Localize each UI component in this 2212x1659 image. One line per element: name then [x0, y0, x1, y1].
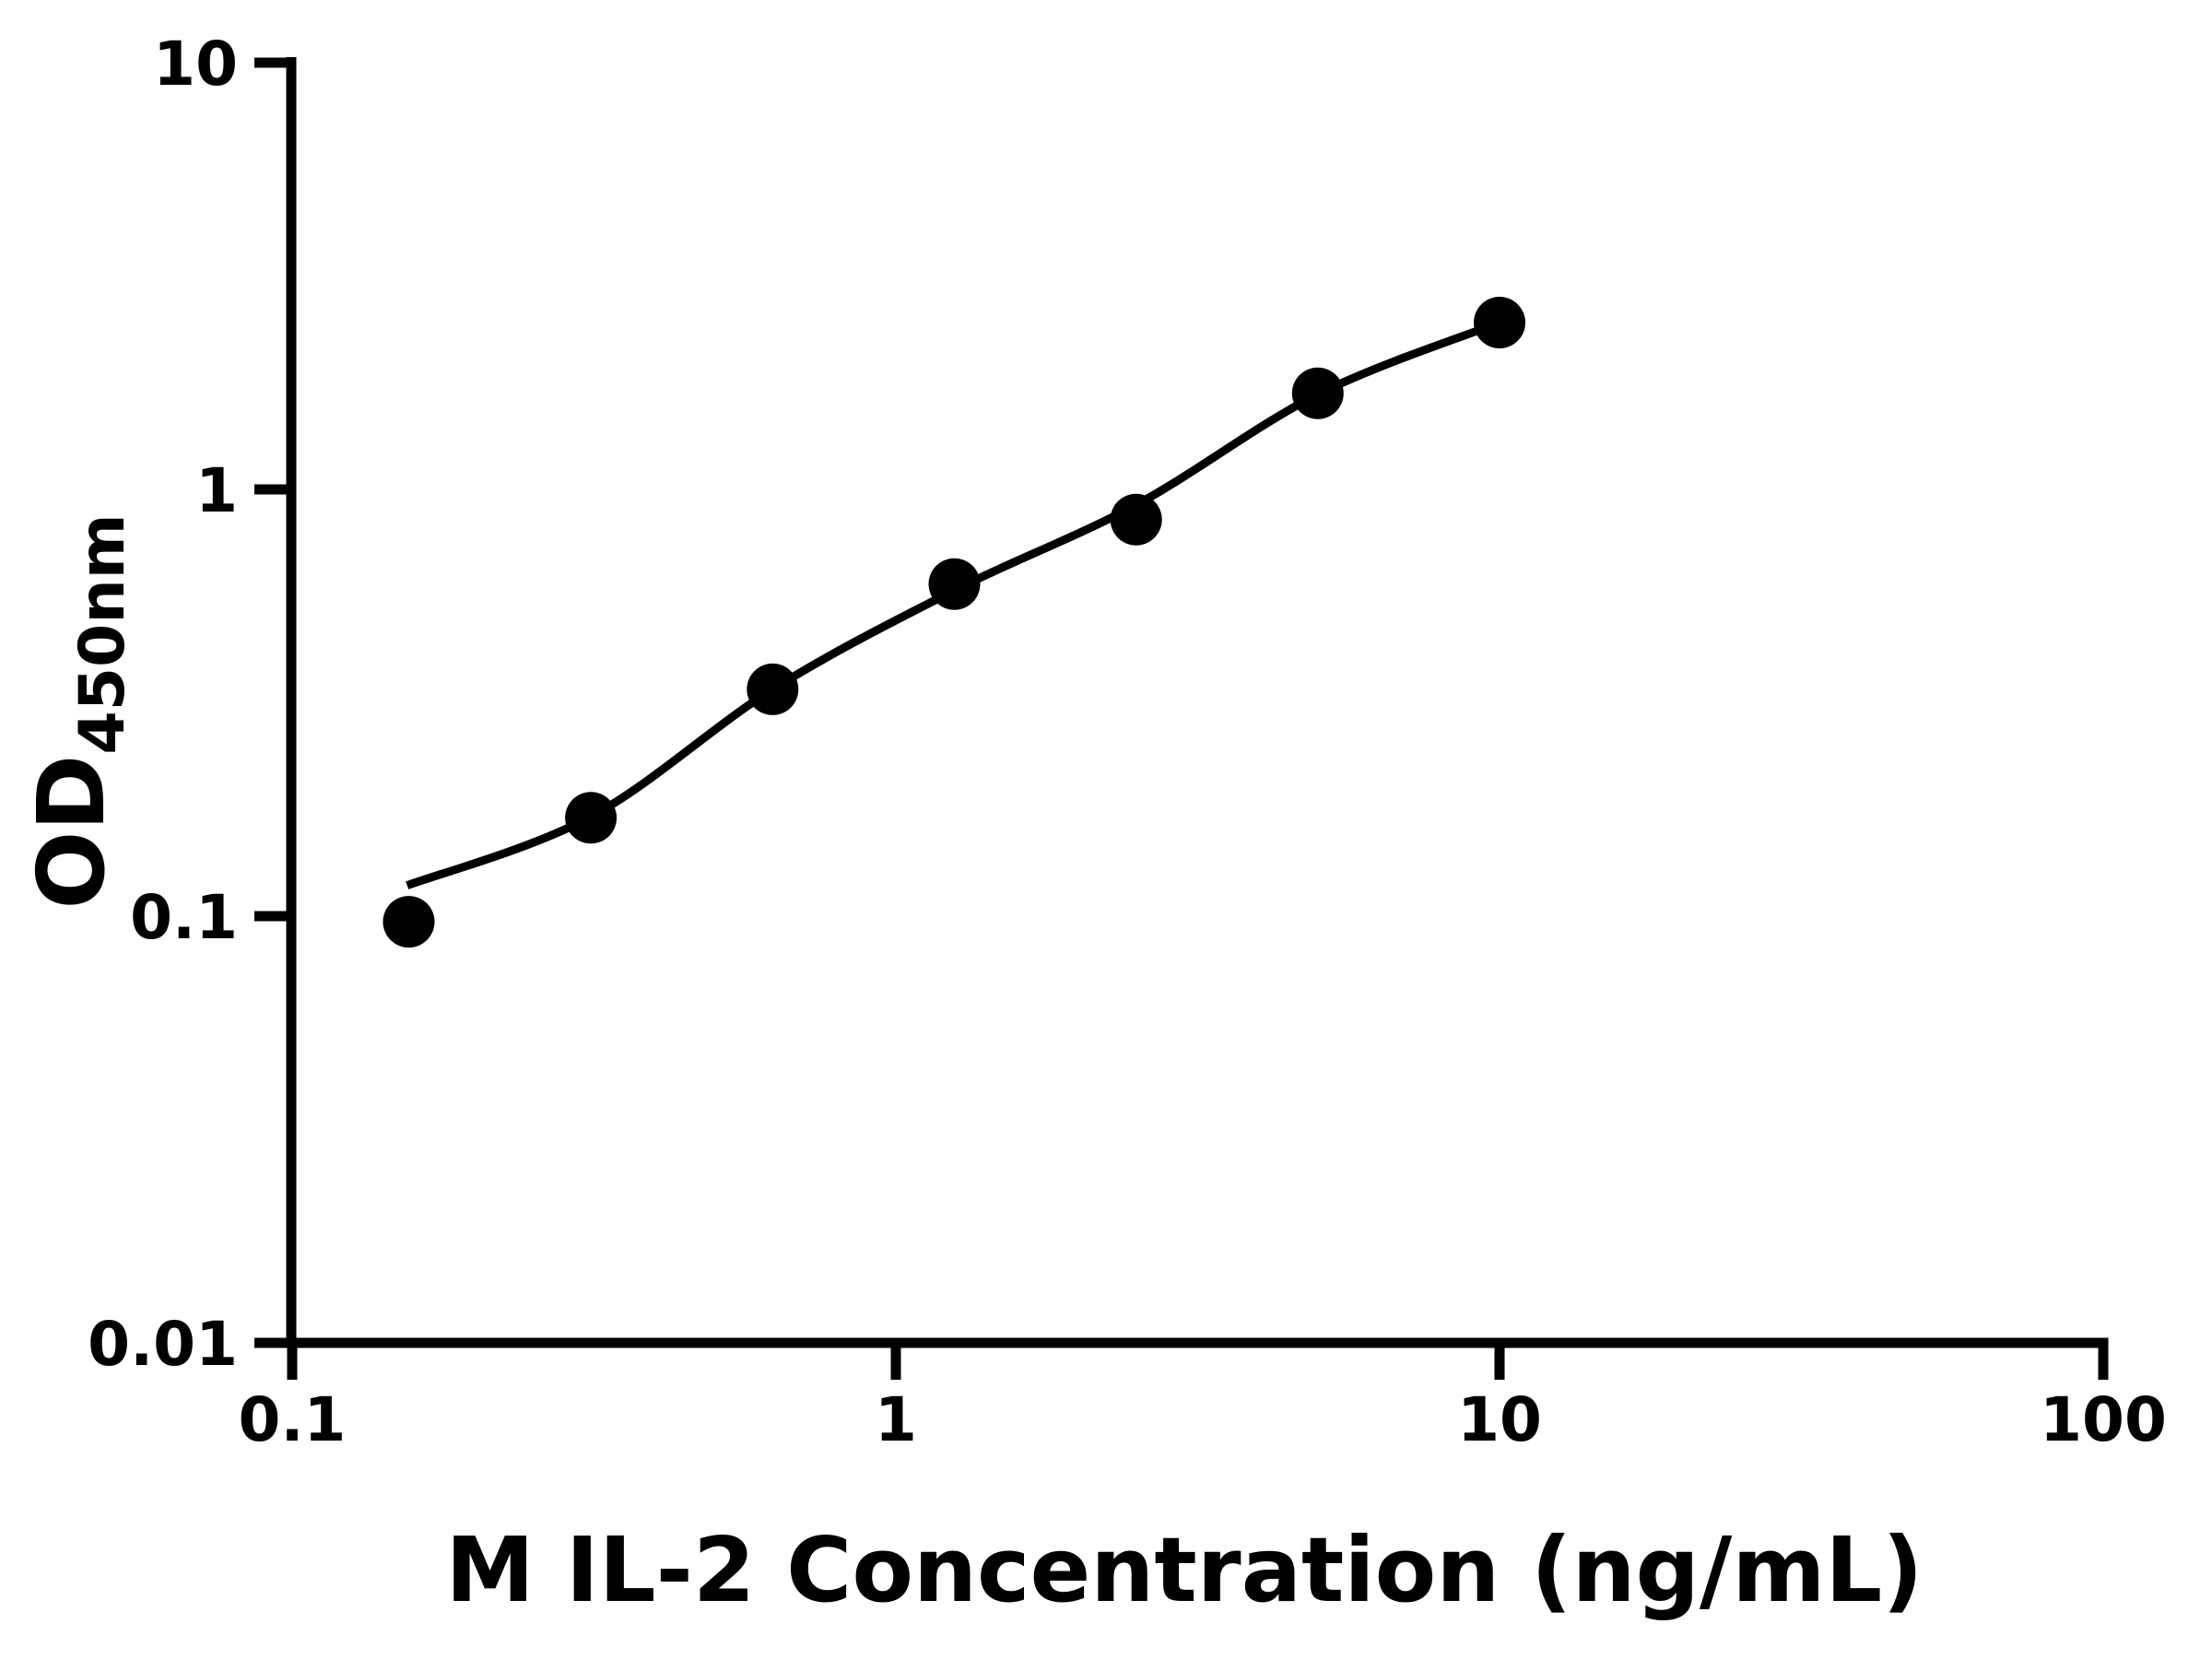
x-tick-label: 100 [2040, 1384, 2167, 1455]
data-point-marker [382, 896, 435, 948]
x-tick-label: 1 [875, 1384, 917, 1455]
y-tick-label: 0.1 [130, 882, 238, 953]
data-point-marker [747, 663, 799, 715]
x-tick-label: 10 [1457, 1384, 1542, 1455]
x-tick-label: 0.1 [239, 1384, 347, 1455]
y-axis-title: OD450nm [18, 513, 139, 909]
y-tick-label: 0.01 [88, 1309, 238, 1380]
y-tick-label: 1 [195, 455, 238, 526]
data-point-marker [928, 558, 981, 610]
data-point-marker [1110, 493, 1162, 546]
data-point-marker [565, 792, 618, 844]
y-tick-label: 10 [153, 29, 238, 100]
y-axis-title-main: OD [18, 755, 125, 910]
data-point-marker [1474, 297, 1525, 348]
data-point-marker [1291, 367, 1344, 419]
y-axis-title-subscript: 450nm [66, 513, 139, 754]
x-axis-title: M IL-2 Concentration (ng/mL) [445, 1518, 1923, 1622]
series-layer [382, 297, 1525, 948]
axes-layer [286, 57, 2109, 1348]
